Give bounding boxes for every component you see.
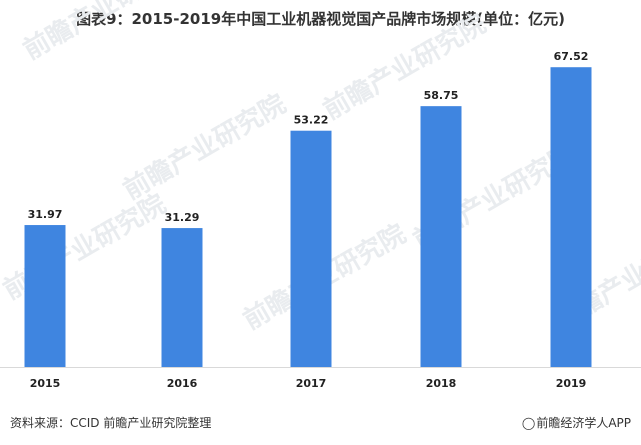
chart-title: 图表9：2015-2019年中国工业机器视觉国产品牌市场规模(单位：亿元) (76, 10, 565, 28)
bar-2015 (24, 225, 66, 367)
x-tick-label-2017: 2017 (296, 377, 327, 390)
watermark-text: 前瞻产业研究院 (318, 8, 491, 126)
x-tick-label-2016: 2016 (167, 377, 198, 390)
value-label-2019: 67.52 (554, 50, 589, 63)
value-label-2015: 31.97 (28, 208, 63, 221)
x-tick-label-2018: 2018 (426, 377, 457, 390)
value-labels-group: 31.97 31.29 53.22 58.75 67.52 (28, 50, 589, 224)
bar-2016 (161, 228, 203, 367)
bar-2018 (420, 106, 462, 368)
watermark-text: 前瞻产业研究院 (118, 88, 291, 206)
source-note: 资料来源：CCID 前瞻产业研究院整理 (10, 416, 212, 430)
bars-group (24, 67, 592, 368)
value-label-2017: 53.22 (294, 114, 329, 127)
value-label-2016: 31.29 (165, 211, 200, 224)
x-tick-label-2015: 2015 (30, 377, 61, 390)
bar-2017 (290, 130, 332, 367)
weibo-icon: ◯ (521, 416, 536, 430)
brand-credit: ◯前瞻经济学人APP (522, 414, 631, 431)
brand-label: 前瞻经济学人APP (536, 416, 631, 430)
watermark-text: 前瞻产业研究院 (18, 0, 191, 66)
x-tick-labels-group: 2015 2016 2017 2018 2019 (30, 377, 587, 390)
x-tick-label-2019: 2019 (556, 377, 587, 390)
bar-2019 (550, 67, 592, 368)
value-label-2018: 58.75 (424, 89, 459, 102)
